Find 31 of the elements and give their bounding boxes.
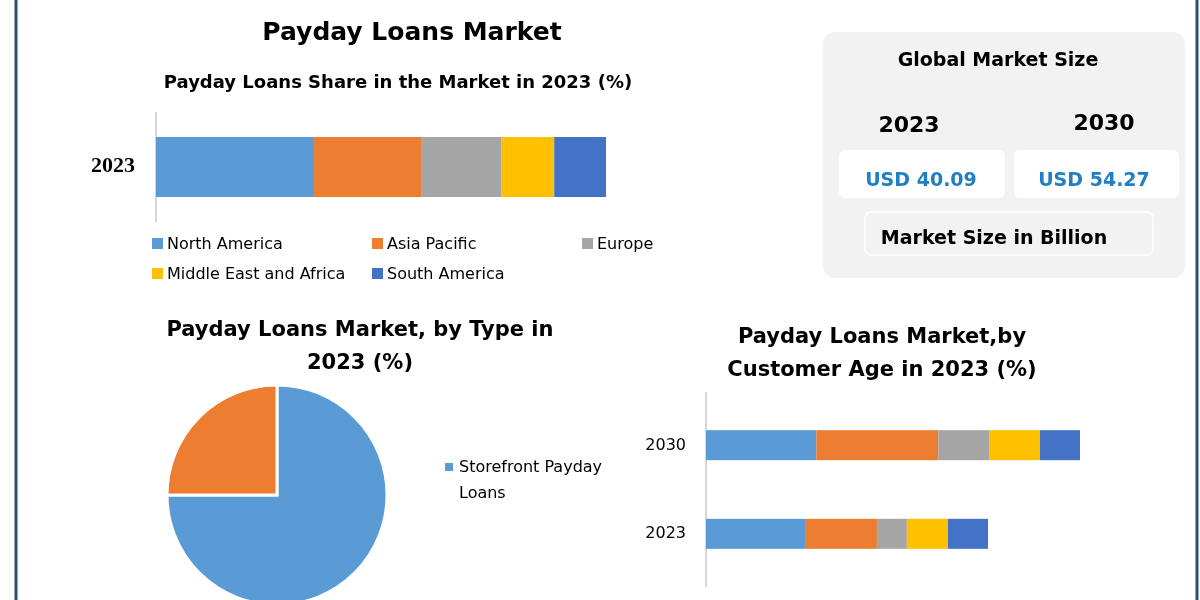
text: USD 40.09 bbox=[865, 167, 977, 190]
bar bbox=[989, 430, 1040, 461]
legend-label: South America bbox=[387, 263, 505, 283]
bar bbox=[421, 137, 502, 197]
bar bbox=[805, 518, 877, 549]
text: 2030 bbox=[1073, 110, 1135, 135]
bar bbox=[816, 430, 939, 461]
legend-label: North America bbox=[167, 233, 283, 253]
bar bbox=[1039, 430, 1080, 461]
bar bbox=[554, 137, 606, 197]
chart-title: Payday Loans Market,by Customer Age in 2023 (%) bbox=[727, 324, 1037, 381]
bar bbox=[706, 518, 806, 549]
legend-label: Europe bbox=[597, 233, 654, 253]
text: 2023 bbox=[878, 112, 940, 137]
chart-title: Payday Loans Market bbox=[262, 17, 562, 46]
text: Global Market Size bbox=[897, 47, 1099, 70]
chart-title: Payday Loans Market, by Type in 2023 (%) bbox=[166, 317, 554, 374]
text: USD 54.27 bbox=[1038, 167, 1150, 190]
bar bbox=[501, 137, 555, 197]
legend-label: Middle East and Africa bbox=[167, 263, 346, 283]
bar bbox=[156, 137, 314, 197]
text: Market Size in Billion bbox=[880, 225, 1108, 248]
legend-label: Asia Pacific bbox=[387, 233, 477, 253]
bar bbox=[906, 518, 948, 549]
bar bbox=[876, 518, 907, 549]
legend-label: Storefront Payday Loans bbox=[459, 456, 603, 502]
bar bbox=[947, 518, 988, 549]
chart-subtitle: Payday Loans Share in the Market in 2023 (%) bbox=[163, 71, 633, 92]
bar bbox=[706, 430, 817, 461]
bar bbox=[938, 430, 990, 461]
bar bbox=[313, 137, 422, 197]
